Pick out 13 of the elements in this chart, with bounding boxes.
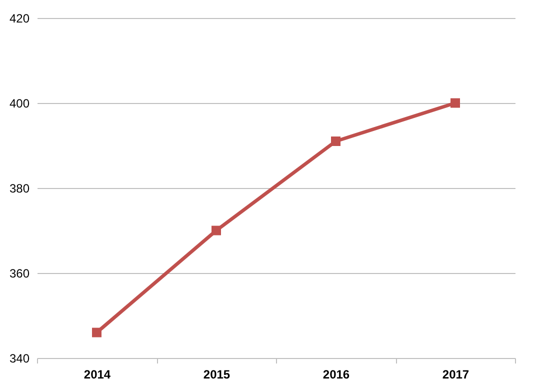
y-tick-label: 380 [9,182,30,196]
x-tick-label: 2015 [203,368,230,382]
y-tick-label: 340 [9,352,30,366]
y-tick-label: 360 [9,266,30,280]
x-tick-label: 2014 [84,368,111,382]
point [92,328,102,338]
point [331,136,340,146]
point [212,226,221,236]
point [450,98,460,108]
y-tick-label: 400 [9,96,30,110]
x-tick-label: 2016 [322,368,350,382]
y-tick-label: 420 [9,12,30,26]
x-tick-label: 2017 [442,368,470,382]
